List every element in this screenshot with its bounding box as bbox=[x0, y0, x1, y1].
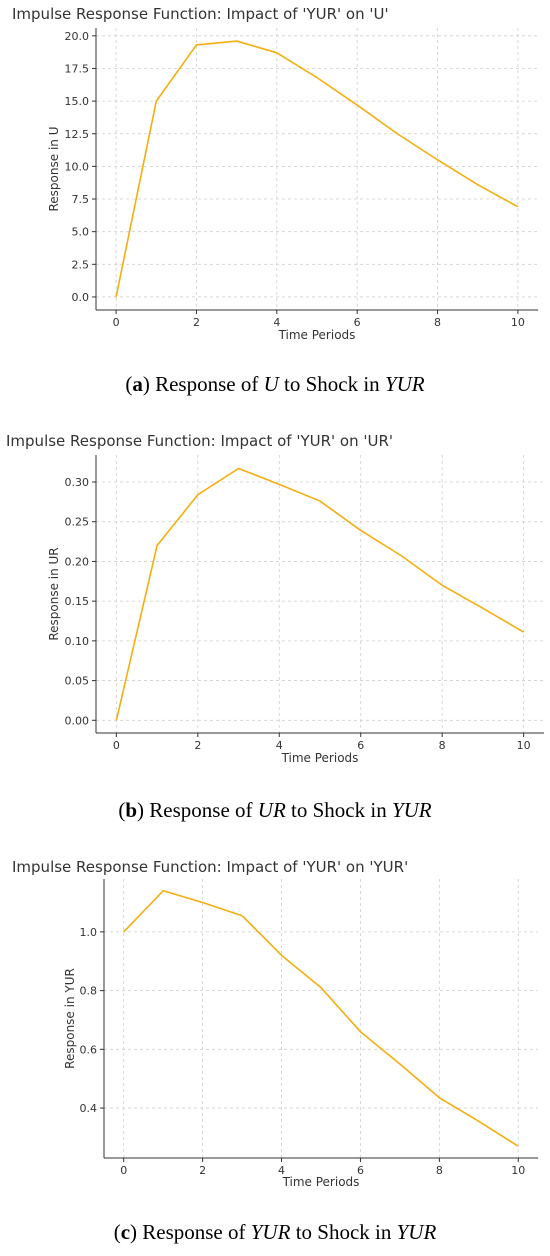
x-tick-label: 6 bbox=[357, 1164, 364, 1177]
caption-text: to Shock in bbox=[278, 372, 385, 396]
y-tick-label: 1.0 bbox=[80, 926, 98, 939]
caption-text: ) Response of bbox=[137, 798, 258, 822]
x-tick-label: 10 bbox=[511, 1164, 525, 1177]
x-axis-label: Time Periods bbox=[278, 328, 356, 342]
chart-panel-a: 0 2 4 6 8 10 0.0 2.5 5.0 7.5 10.0 12.5 15.0 17.5 20.0 I… bbox=[0, 0, 550, 350]
y-axis-label: Response in U bbox=[47, 127, 61, 212]
caption-c: (c) Response of YUR to Shock in YUR bbox=[113, 1220, 437, 1244]
x-tick-label: 10 bbox=[511, 316, 525, 329]
y-tick-label: 7.5 bbox=[72, 193, 90, 206]
y-tick-label: 0.25 bbox=[65, 516, 90, 529]
y-axis-label: Response in UR bbox=[47, 547, 61, 640]
x-tick-label: 0 bbox=[113, 739, 120, 752]
x-axis-label: Time Periods bbox=[281, 751, 359, 765]
y-tick-label: 10.0 bbox=[65, 160, 90, 173]
y-tick-label: 15.0 bbox=[65, 95, 90, 108]
caption-letter: b bbox=[125, 798, 138, 822]
x-tick-label: 10 bbox=[517, 739, 531, 752]
x-tick-label: 8 bbox=[436, 1164, 443, 1177]
caption-text: ) Response of bbox=[142, 372, 264, 396]
y-tick-label: 0.00 bbox=[65, 714, 90, 727]
y-tick-label: 17.5 bbox=[65, 62, 90, 75]
chart-b-svg: 0 2 4 6 8 10 0.00 0.05 0.10 0.15 0.20 0.25 0.30 Impul… bbox=[6, 432, 544, 765]
caption-a: (a) Response of U to Shock in YUR bbox=[125, 372, 425, 396]
chart-panel-b: 0 2 4 6 8 10 0.00 0.05 0.10 0.15 0.20 0.25 0.30 Impul… bbox=[0, 425, 550, 775]
x-tick-label: 4 bbox=[273, 316, 280, 329]
y-tick-label: 12.5 bbox=[65, 128, 90, 141]
x-tick-label: 0 bbox=[120, 1164, 127, 1177]
caption-variable: U bbox=[263, 372, 279, 396]
caption-variable: UR bbox=[257, 798, 286, 822]
x-tick-label: 8 bbox=[439, 739, 446, 752]
y-tick-label: 0.15 bbox=[65, 595, 90, 608]
x-tick-label: 0 bbox=[113, 316, 120, 329]
chart-title: Impulse Response Function: Impact of 'YU… bbox=[6, 432, 393, 450]
caption-letter: c bbox=[120, 1220, 131, 1244]
caption-variable: YUR bbox=[396, 1220, 437, 1244]
y-tick-label: 0.20 bbox=[65, 555, 90, 568]
y-tick-label: 0.10 bbox=[65, 635, 90, 648]
x-tick-label: 6 bbox=[357, 739, 364, 752]
x-tick-label: 6 bbox=[354, 316, 361, 329]
caption-letter: a bbox=[132, 372, 143, 396]
y-axis-label: Response in YUR bbox=[63, 968, 77, 1069]
x-tick-label: 4 bbox=[278, 1164, 285, 1177]
y-tick-label: 0.4 bbox=[80, 1102, 98, 1115]
caption-variable: YUR bbox=[250, 1220, 291, 1244]
caption-text: ) Response of bbox=[130, 1220, 251, 1244]
chart-panel-c: 0 2 4 6 8 10 0.4 0.6 0.8 1.0 Impulse Response Func… bbox=[0, 850, 550, 1200]
chart-c-svg: 0 2 4 6 8 10 0.4 0.6 0.8 1.0 Impulse Response Func… bbox=[12, 858, 538, 1189]
y-tick-label: 0.8 bbox=[80, 985, 98, 998]
x-tick-label: 2 bbox=[199, 1164, 206, 1177]
y-tick-label: 20.0 bbox=[65, 30, 90, 43]
y-tick-label: 0.0 bbox=[72, 291, 90, 304]
y-tick-label: 0.30 bbox=[65, 476, 90, 489]
y-tick-label: 0.6 bbox=[80, 1043, 98, 1056]
caption-b: (b) Response of UR to Shock in YUR bbox=[118, 798, 432, 822]
x-tick-label: 4 bbox=[276, 739, 283, 752]
x-tick-label: 2 bbox=[193, 316, 200, 329]
x-tick-label: 8 bbox=[434, 316, 441, 329]
caption-text: to Shock in bbox=[290, 1220, 397, 1244]
chart-title: Impulse Response Function: Impact of 'YU… bbox=[12, 858, 408, 876]
chart-a-svg: 0 2 4 6 8 10 0.0 2.5 5.0 7.5 10.0 12.5 15.0 17.5 20.0 I… bbox=[12, 5, 538, 342]
series-line bbox=[115, 467, 525, 721]
series-line bbox=[123, 889, 519, 1147]
y-tick-label: 5.0 bbox=[72, 226, 90, 239]
x-tick-label: 2 bbox=[194, 739, 201, 752]
caption-text: to Shock in bbox=[285, 798, 392, 822]
series-line bbox=[115, 40, 519, 298]
caption-variable: YUR bbox=[384, 372, 425, 396]
x-axis-label: Time Periods bbox=[282, 1175, 360, 1189]
y-tick-label: 2.5 bbox=[72, 258, 90, 271]
caption-variable: YUR bbox=[391, 798, 432, 822]
y-tick-label: 0.05 bbox=[65, 675, 90, 688]
chart-title: Impulse Response Function: Impact of 'YU… bbox=[12, 5, 389, 23]
